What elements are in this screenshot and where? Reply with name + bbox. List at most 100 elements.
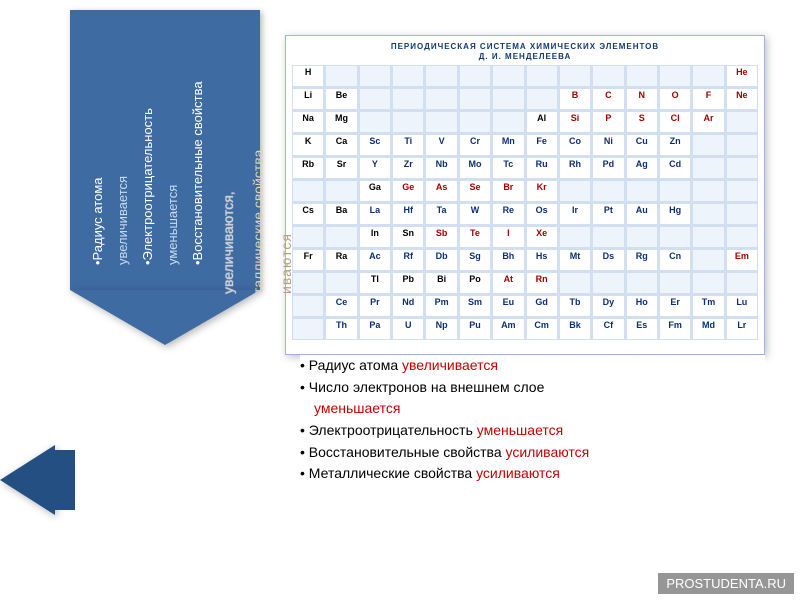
element-cell: Ra [325, 249, 357, 271]
element-cell [526, 65, 558, 87]
element-cell [392, 88, 424, 110]
element-cell [692, 203, 724, 225]
element-cell [692, 249, 724, 271]
element-cell: Rg [626, 249, 658, 271]
element-cell [325, 226, 357, 248]
element-cell: Ar [692, 111, 724, 133]
element-cell: Br [492, 180, 524, 202]
vtext-radius: •Радиус атома [90, 178, 105, 265]
element-cell: Am [492, 318, 524, 340]
element-cell [726, 157, 758, 179]
element-cell: Pa [359, 318, 391, 340]
element-cell: Po [459, 272, 491, 294]
element-cell: Cm [526, 318, 558, 340]
element-cell [559, 180, 591, 202]
element-cell: Tm [692, 295, 724, 317]
element-cell: S [626, 111, 658, 133]
element-cell: Eu [492, 295, 524, 317]
element-cell: Ta [425, 203, 457, 225]
element-cell: Tl [359, 272, 391, 294]
element-cell: Ho [626, 295, 658, 317]
element-cell [325, 272, 357, 294]
element-cell: Gd [526, 295, 558, 317]
element-cell: I [492, 226, 524, 248]
element-cell [592, 272, 624, 294]
element-cell [325, 65, 357, 87]
element-cell: La [359, 203, 391, 225]
element-cell: Ca [325, 134, 357, 156]
periodic-table: ПЕРИОДИЧЕСКАЯ СИСТЕМА ХИМИЧЕСКИХ ЭЛЕМЕНТ… [285, 35, 765, 355]
element-cell [492, 88, 524, 110]
vtext-radius-hl: увеличивается [115, 176, 130, 265]
element-cell: Mo [459, 157, 491, 179]
element-cell [692, 134, 724, 156]
bullet-2: Число электронов на внешнем слое [300, 377, 765, 399]
vertical-arrow-head [70, 290, 260, 345]
element-cell [292, 272, 324, 294]
element-cell: Pu [459, 318, 491, 340]
left-arrow-body [55, 450, 75, 510]
element-cell: Hs [526, 249, 558, 271]
element-cell: Ds [592, 249, 624, 271]
element-cell [359, 88, 391, 110]
element-cell: Na [292, 111, 324, 133]
element-cell: Co [559, 134, 591, 156]
element-cell [559, 226, 591, 248]
vtext-electroneg: •Электроотрицательность [140, 108, 155, 265]
element-cell [659, 272, 691, 294]
element-cell: Os [526, 203, 558, 225]
element-cell: N [626, 88, 658, 110]
element-cell: Tb [559, 295, 591, 317]
element-cell: Ti [392, 134, 424, 156]
element-cell: Bh [492, 249, 524, 271]
element-cell: H [292, 65, 324, 87]
element-cell: Es [626, 318, 658, 340]
element-cell [425, 88, 457, 110]
element-cell: Fm [659, 318, 691, 340]
element-cell [292, 226, 324, 248]
element-cell: Md [692, 318, 724, 340]
element-cell: Li [292, 88, 324, 110]
bullet-2b: уменьшается [300, 398, 765, 420]
element-cell: Pt [592, 203, 624, 225]
element-cell [359, 111, 391, 133]
element-cell: Kr [526, 180, 558, 202]
element-cell: Au [626, 203, 658, 225]
element-cell [692, 180, 724, 202]
vtext-electroneg-hl: уменьшается [165, 185, 180, 265]
element-cell: B [559, 88, 591, 110]
overlay-label-3: иваются [278, 233, 294, 294]
element-cell: Rf [392, 249, 424, 271]
element-cell: Xe [526, 226, 558, 248]
element-cell [726, 134, 758, 156]
element-cell: Nb [425, 157, 457, 179]
element-cell: Pr [359, 295, 391, 317]
element-cell: Tc [492, 157, 524, 179]
overlay-label-1: увеличиваются, [220, 191, 236, 294]
element-cell: P [592, 111, 624, 133]
element-cell [626, 180, 658, 202]
element-cell: Ni [592, 134, 624, 156]
element-cell: Th [325, 318, 357, 340]
element-cell [559, 65, 591, 87]
element-cell: K [292, 134, 324, 156]
element-cell [325, 180, 357, 202]
element-cell: Rh [559, 157, 591, 179]
periodic-table-grid: HHeLiBeBCNOFNeNaMgAlSiPSClArKCaScTiVCrMn… [292, 65, 758, 340]
element-cell [726, 111, 758, 133]
element-cell: Re [492, 203, 524, 225]
element-cell [492, 111, 524, 133]
element-cell [692, 157, 724, 179]
element-cell: Hg [659, 203, 691, 225]
element-cell: Lu [726, 295, 758, 317]
element-cell [526, 88, 558, 110]
element-cell: Te [459, 226, 491, 248]
element-cell: Ga [359, 180, 391, 202]
element-cell: Rb [292, 157, 324, 179]
element-cell [359, 65, 391, 87]
bullet-1: Радиус атома увеличивается [300, 355, 765, 377]
overlay-label-2: таллические свойства [250, 150, 266, 294]
element-cell [292, 318, 324, 340]
element-cell: Cn [659, 249, 691, 271]
element-cell: V [425, 134, 457, 156]
